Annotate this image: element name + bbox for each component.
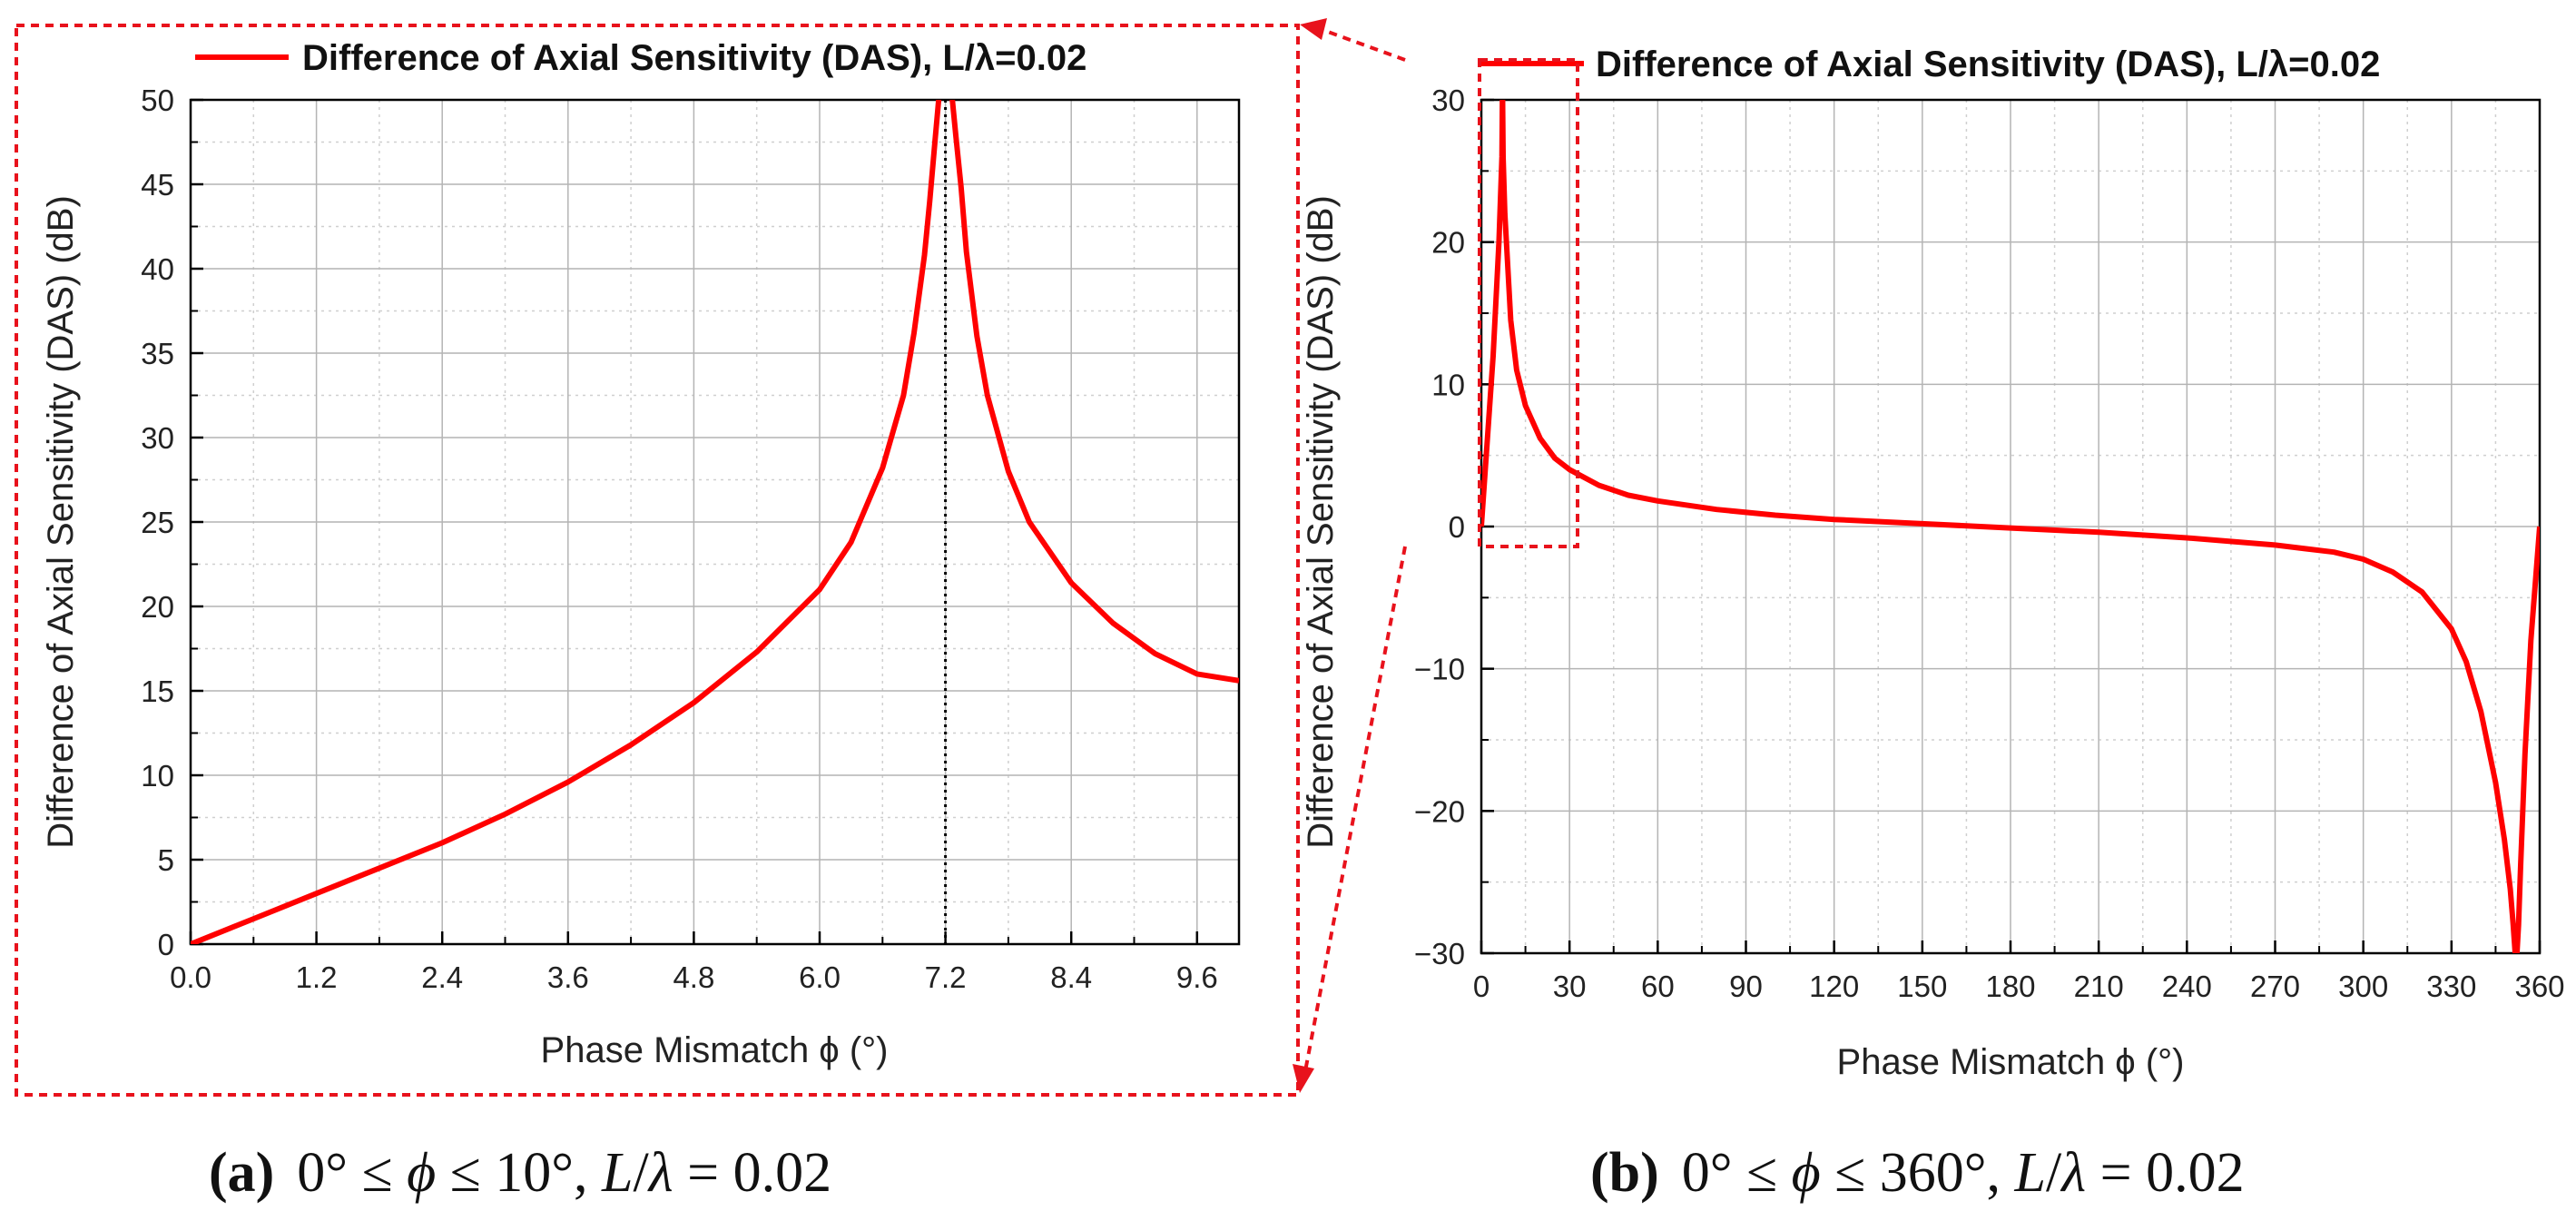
panel-a-series-line [191,100,1239,944]
panel-a-tick-labels: 0.0 1.2 2.4 3.6 4.8 6.0 7.2 8.4 9.6 0 5 10 15 20 25 30 3… [141,84,1217,994]
a-x-tick-label: 0.0 [170,960,211,994]
a-y-tick-label: 35 [141,337,174,370]
zoom-arrow-top-icon [1300,18,1327,40]
zoom-connector-bottom [1303,546,1407,1072]
b-x-tick-label: 90 [1729,970,1763,1003]
panel-a-x-axis-title: Phase Mismatch ϕ (°) [541,1030,889,1070]
b-x-tick-label: 60 [1641,970,1675,1003]
panel-b-tick-labels: 0 30 60 90 120 150 180 210 240 270 300 330 360−30−20… [1414,84,2565,1003]
zoom-arrow-bottom-icon [1293,1064,1314,1093]
b-x-tick-label: 180 [1985,970,2035,1003]
zoom-connector-top [1317,26,1406,62]
zoom-detail-box [15,24,1300,1097]
a-x-tick-label: 8.4 [1050,960,1092,994]
b-y-tick-label: 20 [1431,226,1465,260]
a-y-tick-label: 30 [141,421,174,455]
zoom-source-box [1478,58,1579,548]
a-y-tick-label: 20 [141,590,174,624]
b-x-tick-label: 300 [2338,970,2388,1003]
a-x-tick-label: 2.4 [421,960,463,994]
panel-a-plot-frame [189,98,1241,946]
panel-a-y-axis-title: Difference of Axial Sensitivity (DAS) (d… [41,195,81,849]
panel-b-chart: 0 30 60 90 120 150 180 210 240 270 300 330 360−30−20… [1301,44,2565,1082]
panel-a-grid [190,99,1239,945]
b-y-tick-label: 0 [1449,510,1465,544]
b-x-tick-label: 30 [1553,970,1587,1003]
caption-a-label: (a) [209,1142,274,1204]
a-x-tick-label: 4.8 [673,960,714,994]
caption-a: (a) 0° ≤ ϕ ≤ 10°, L/λ = 0.02 [209,1142,831,1204]
panel-b-y-axis-title: Difference of Axial Sensitivity (DAS) (d… [1301,195,1341,849]
caption-b-label: (b) [1590,1142,1659,1204]
panel-a-chart: 0.0 1.2 2.4 3.6 4.8 6.0 7.2 8.4 9.6 0 5 10 15 20 25 30 3… [41,38,1241,1070]
b-x-tick-label: 330 [2426,970,2476,1003]
a-y-tick-label: 40 [141,252,174,286]
panel-a-ticks [189,98,1199,946]
a-x-tick-label: 6.0 [799,960,841,994]
b-y-tick-label: 30 [1431,84,1465,117]
b-y-tick-label: −10 [1414,653,1465,686]
a-y-tick-label: 10 [141,759,174,793]
a-x-tick-label: 7.2 [925,960,967,994]
b-x-tick-label: 270 [2250,970,2300,1003]
a-y-tick-label: 45 [141,168,174,202]
a-y-tick-label: 15 [141,675,174,708]
a-x-tick-label: 9.6 [1176,960,1218,994]
a-x-tick-label: 1.2 [296,960,338,994]
a-y-tick-label: 5 [158,843,174,877]
b-y-tick-label: −30 [1414,937,1465,970]
b-y-tick-label: 10 [1431,368,1465,401]
caption-b: (b) 0° ≤ ϕ ≤ 360°, L/λ = 0.02 [1590,1142,2245,1204]
b-x-tick-label: 360 [2514,970,2564,1003]
b-x-tick-label: 0 [1473,970,1490,1003]
a-x-tick-label: 3.6 [547,960,589,994]
panel-a-legend-label: Difference of Axial Sensitivity (DAS), L… [302,38,1086,78]
zoom-callout [15,18,1579,1097]
panel-b-series-line [1481,100,2540,953]
panel-b-x-axis-title: Phase Mismatch ϕ (°) [1837,1042,2185,1082]
b-x-tick-label: 150 [1897,970,1947,1003]
a-y-tick-label: 0 [158,928,174,961]
a-y-tick-label: 25 [141,506,174,539]
a-y-tick-label: 50 [141,84,174,117]
b-y-tick-label: −20 [1414,794,1465,828]
b-x-tick-label: 210 [2074,970,2124,1003]
panel-b-legend-label: Difference of Axial Sensitivity (DAS), L… [1596,44,2380,84]
b-x-tick-label: 240 [2162,970,2212,1003]
b-x-tick-label: 120 [1809,970,1859,1003]
